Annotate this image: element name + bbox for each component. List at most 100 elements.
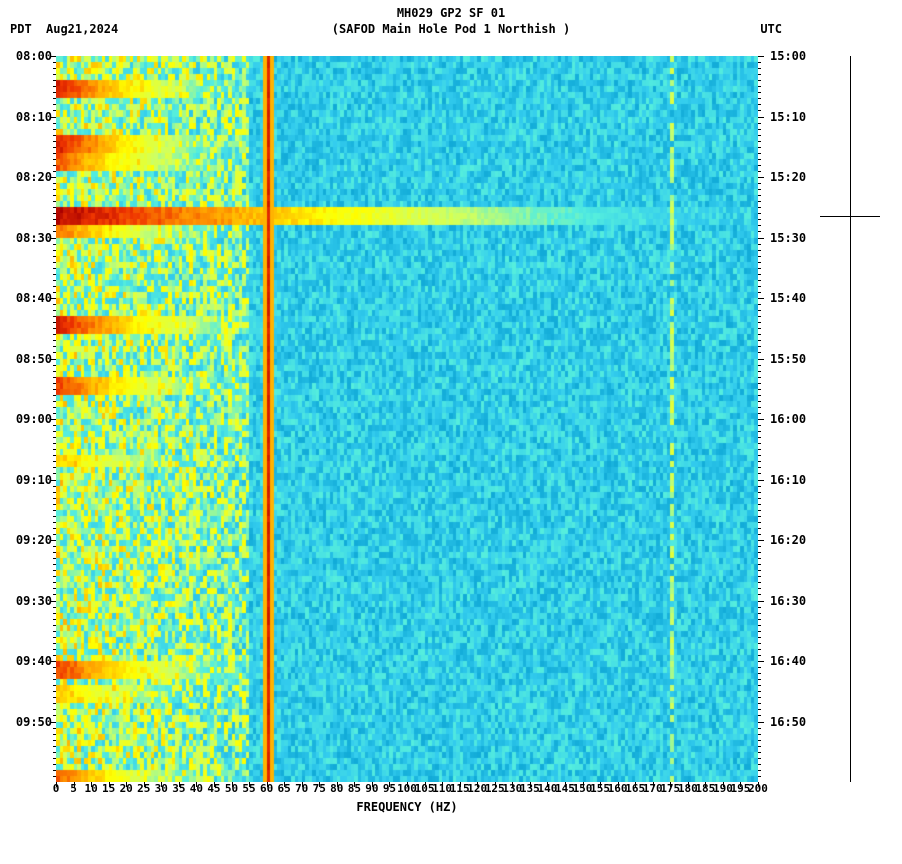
- y-minor-tick: [758, 667, 761, 668]
- y-minor-tick: [53, 455, 56, 456]
- y-minor-tick: [758, 486, 761, 487]
- y-minor-tick: [758, 455, 761, 456]
- y-minor-tick: [758, 262, 761, 263]
- y-minor-tick: [53, 207, 56, 208]
- y-minor-tick: [758, 564, 761, 565]
- y-minor-tick: [53, 377, 56, 378]
- y-minor-tick: [758, 703, 761, 704]
- x-tick-mark: [407, 782, 408, 787]
- y-minor-tick: [53, 135, 56, 136]
- y-minor-tick: [53, 728, 56, 729]
- y-minor-tick: [53, 613, 56, 614]
- y-minor-tick: [758, 80, 761, 81]
- y-minor-tick: [53, 219, 56, 220]
- y-tick-right-label: 16:50: [770, 715, 806, 729]
- x-tick-mark: [512, 782, 513, 787]
- y-tick-mark: [758, 56, 764, 57]
- y-minor-tick: [758, 365, 761, 366]
- y-minor-tick: [53, 62, 56, 63]
- y-minor-tick: [53, 649, 56, 650]
- y-minor-tick: [758, 758, 761, 759]
- y-tick-mark: [50, 359, 56, 360]
- y-minor-tick: [53, 189, 56, 190]
- y-minor-tick: [758, 159, 761, 160]
- x-tick-mark: [565, 782, 566, 787]
- y-minor-tick: [758, 371, 761, 372]
- y-minor-tick: [53, 365, 56, 366]
- x-tick-mark: [302, 782, 303, 787]
- x-tick-mark: [740, 782, 741, 787]
- x-tick-mark: [530, 782, 531, 787]
- y-minor-tick: [53, 492, 56, 493]
- y-minor-tick: [758, 286, 761, 287]
- y-minor-tick: [53, 425, 56, 426]
- y-minor-tick: [758, 183, 761, 184]
- y-minor-tick: [53, 467, 56, 468]
- y-minor-tick: [53, 213, 56, 214]
- y-minor-tick: [53, 328, 56, 329]
- y-minor-tick: [758, 673, 761, 674]
- x-tick-mark: [109, 782, 110, 787]
- y-minor-tick: [53, 340, 56, 341]
- y-minor-tick: [758, 123, 761, 124]
- y-minor-tick: [53, 546, 56, 547]
- y-minor-tick: [758, 546, 761, 547]
- y-tick-mark: [758, 298, 764, 299]
- y-tick-right-label: 15:20: [770, 170, 806, 184]
- y-tick-left-label: 08:40: [4, 291, 52, 305]
- y-minor-tick: [53, 274, 56, 275]
- y-minor-tick: [758, 219, 761, 220]
- y-minor-tick: [758, 352, 761, 353]
- y-minor-tick: [53, 679, 56, 680]
- y-minor-tick: [758, 770, 761, 771]
- y-minor-tick: [758, 153, 761, 154]
- y-tick-right-label: 16:40: [770, 654, 806, 668]
- timezone-left: PDT: [10, 22, 32, 36]
- x-tick-mark: [126, 782, 127, 787]
- y-tick-mark: [50, 722, 56, 723]
- y-minor-tick: [758, 425, 761, 426]
- x-tick-mark: [337, 782, 338, 787]
- y-minor-tick: [53, 643, 56, 644]
- y-minor-tick: [758, 534, 761, 535]
- y-tick-right-label: 16:20: [770, 533, 806, 547]
- y-minor-tick: [758, 522, 761, 523]
- y-tick-left-label: 09:20: [4, 533, 52, 547]
- y-minor-tick: [53, 582, 56, 583]
- y-minor-tick: [53, 346, 56, 347]
- y-minor-tick: [53, 401, 56, 402]
- y-minor-tick: [758, 637, 761, 638]
- y-tick-left-label: 09:00: [4, 412, 52, 426]
- y-minor-tick: [53, 516, 56, 517]
- y-minor-tick: [758, 86, 761, 87]
- y-minor-tick: [758, 607, 761, 608]
- y-minor-tick: [53, 655, 56, 656]
- y-minor-tick: [758, 625, 761, 626]
- spectrogram-plot: [56, 56, 758, 782]
- x-tick-mark: [425, 782, 426, 787]
- y-tick-mark: [758, 359, 764, 360]
- y-minor-tick: [758, 389, 761, 390]
- spectrogram-canvas: [56, 56, 758, 782]
- y-minor-tick: [758, 110, 761, 111]
- y-minor-tick: [758, 274, 761, 275]
- x-tick-mark: [495, 782, 496, 787]
- y-minor-tick: [53, 691, 56, 692]
- y-minor-tick: [758, 195, 761, 196]
- x-tick-mark: [91, 782, 92, 787]
- y-minor-tick: [758, 340, 761, 341]
- y-minor-tick: [758, 613, 761, 614]
- y-tick-mark: [758, 177, 764, 178]
- y-minor-tick: [53, 68, 56, 69]
- y-minor-tick: [53, 147, 56, 148]
- y-tick-left-label: 09:40: [4, 654, 52, 668]
- y-minor-tick: [53, 195, 56, 196]
- y-tick-mark: [758, 661, 764, 662]
- y-minor-tick: [53, 734, 56, 735]
- y-minor-tick: [53, 607, 56, 608]
- y-minor-tick: [758, 764, 761, 765]
- y-minor-tick: [758, 510, 761, 511]
- y-minor-tick: [758, 498, 761, 499]
- y-tick-right-label: 15:50: [770, 352, 806, 366]
- y-minor-tick: [53, 389, 56, 390]
